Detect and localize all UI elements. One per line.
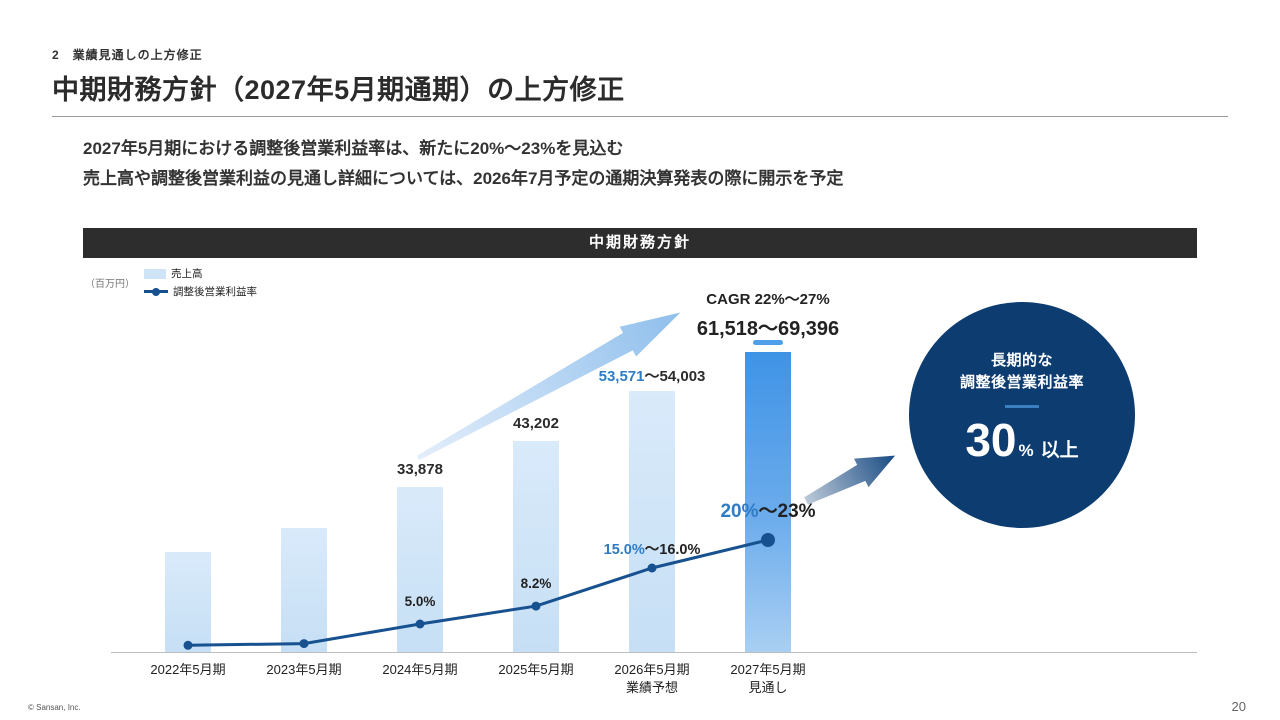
- margin-value-label: 15.0%〜16.0%: [603, 542, 701, 558]
- legend-label-margin: 調整後営業利益率: [173, 286, 257, 298]
- lead-text: 2027年5月期における調整後営業利益率は、新たに20%〜23%を見込む 売上高…: [83, 134, 843, 194]
- x-axis-category-label: 2025年5月期: [498, 662, 574, 677]
- margin-line-swatch-icon: [144, 287, 168, 296]
- legend-label-revenue: 売上高: [171, 268, 203, 280]
- revenue-value-label: 53,571〜54,003: [598, 368, 706, 385]
- margin-value-label: 8.2%: [520, 576, 552, 592]
- target-line-1: 長期的な: [990, 352, 1053, 369]
- chart-panel-title: 中期財務方針: [83, 228, 1197, 258]
- long-term-target-badge: 長期的な 調整後営業利益率 30 % 以上: [909, 302, 1135, 528]
- revenue-value-label: 43,202: [513, 415, 559, 432]
- target-unit: %: [1018, 441, 1034, 460]
- revenue-bar: [513, 441, 559, 652]
- x-axis-category-label: 2023年5月期: [266, 662, 342, 677]
- cagr-label: CAGR 22%〜27%: [706, 291, 830, 308]
- title-divider: [52, 116, 1228, 117]
- to-target-arrow-icon: [798, 440, 903, 517]
- legend-item-margin: 調整後営業利益率: [144, 284, 257, 299]
- revenue-bar: [165, 552, 211, 652]
- chart-plot: （百万円） 売上高 調整後営業利益率: [83, 258, 1197, 700]
- legend-items: 売上高 調整後営業利益率: [144, 266, 257, 299]
- upper-range-cap-icon: [753, 340, 783, 345]
- legend-item-revenue: 売上高: [144, 266, 257, 281]
- target-value-group: 30 % 以上: [909, 417, 1135, 463]
- revenue-value-label: 61,518〜69,396: [696, 318, 840, 340]
- chart-legend: （百万円） 売上高 調整後営業利益率: [85, 266, 257, 299]
- growth-trend-arrow-icon: [409, 297, 689, 474]
- unit-label: （百万円）: [85, 279, 135, 290]
- revenue-bar: [629, 391, 675, 652]
- target-line-2: 調整後営業利益率: [959, 374, 1084, 391]
- x-axis-line: [111, 652, 1197, 653]
- copyright: © Sansan, Inc.: [28, 703, 81, 712]
- x-axis-category-label: 2027年5月期 見通し: [730, 662, 806, 695]
- x-axis-category-label: 2026年5月期 業績予想: [614, 662, 690, 695]
- revenue-value-label: 33,878: [397, 461, 443, 478]
- lead-line-2: 売上高や調整後営業利益の見通し詳細については、2026年7月予定の通期決算発表の…: [83, 169, 844, 188]
- page-number: 20: [1231, 699, 1246, 714]
- margin-value-label: 20%〜23%: [720, 501, 816, 522]
- revenue-bar-swatch-icon: [144, 268, 166, 279]
- margin-value-label: 5.0%: [404, 594, 436, 609]
- target-value: 30: [965, 414, 1017, 466]
- target-suffix: 以上: [1040, 440, 1079, 461]
- x-axis-category-label: 2022年5月期: [150, 662, 226, 677]
- target-divider: [1005, 405, 1039, 408]
- revenue-bar: [397, 487, 443, 652]
- x-axis-category-label: 2024年5月期: [382, 662, 458, 677]
- revenue-bar: [281, 528, 327, 652]
- lead-line-1: 2027年5月期における調整後営業利益率は、新たに20%〜23%を見込む: [83, 139, 624, 158]
- page-title: 中期財務方針（2027年5月期通期）の上方修正: [52, 75, 625, 105]
- section-label: 2 業績見通しの上方修正: [52, 48, 203, 62]
